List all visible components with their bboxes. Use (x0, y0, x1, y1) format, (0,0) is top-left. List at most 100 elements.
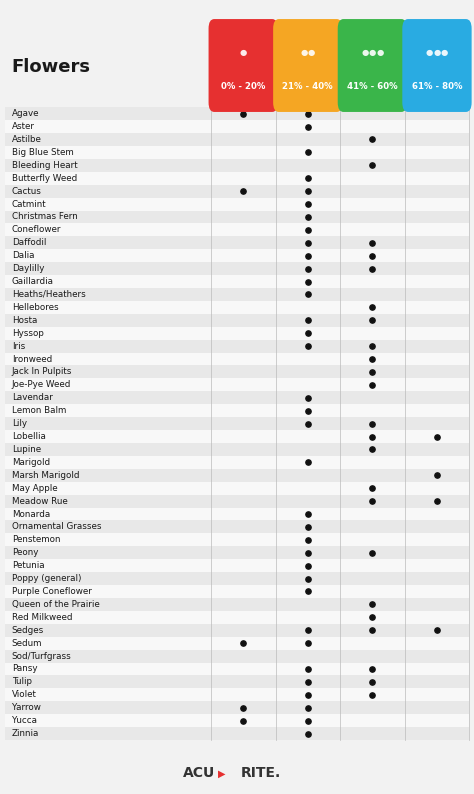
Bar (5, 611, 469, 624)
Text: Meadow Rue: Meadow Rue (12, 496, 68, 506)
Text: Coneflower: Coneflower (12, 225, 61, 234)
Bar (5, 727, 469, 740)
Text: Tulip: Tulip (12, 677, 32, 686)
Bar (5, 327, 469, 340)
Bar (5, 301, 469, 314)
Bar (5, 288, 469, 301)
Bar (5, 237, 469, 249)
Text: Christmas Fern: Christmas Fern (12, 213, 78, 222)
Bar (5, 353, 469, 365)
Bar (5, 223, 469, 237)
Text: Sod/Turfgrass: Sod/Turfgrass (12, 652, 72, 661)
Text: ●: ● (426, 48, 433, 56)
FancyBboxPatch shape (273, 19, 342, 112)
Text: Bleeding Heart: Bleeding Heart (12, 161, 77, 170)
Bar (5, 534, 469, 546)
Text: ●: ● (441, 48, 448, 56)
Bar (5, 520, 469, 534)
Bar (5, 379, 469, 391)
Bar (5, 133, 469, 146)
Bar (5, 688, 469, 701)
Bar (5, 430, 469, 443)
Bar (5, 598, 469, 611)
Bar (5, 714, 469, 727)
Text: ●: ● (361, 48, 368, 56)
Bar (5, 624, 469, 637)
Bar (5, 314, 469, 327)
Bar (5, 107, 469, 120)
Text: ●: ● (433, 48, 441, 56)
Text: Cactus: Cactus (12, 187, 42, 195)
Text: Lily: Lily (12, 419, 27, 428)
Bar (5, 456, 469, 468)
Bar (5, 417, 469, 430)
Bar (5, 120, 469, 133)
Text: Astilbe: Astilbe (12, 135, 42, 144)
Text: May Apple: May Apple (12, 484, 57, 492)
Text: 61% - 80%: 61% - 80% (412, 82, 462, 91)
Text: Sedges: Sedges (12, 626, 44, 634)
Text: 0% - 20%: 0% - 20% (221, 82, 265, 91)
Text: Yucca: Yucca (12, 716, 37, 725)
Text: Penstemon: Penstemon (12, 535, 60, 545)
Text: Hosta: Hosta (12, 316, 37, 325)
Bar (5, 249, 469, 262)
Bar (5, 340, 469, 353)
Text: Gaillardia: Gaillardia (12, 277, 54, 286)
Text: Ornamental Grasses: Ornamental Grasses (12, 522, 101, 531)
Bar (5, 146, 469, 159)
Text: ●: ● (369, 48, 376, 56)
Bar (5, 365, 469, 379)
Text: Sedum: Sedum (12, 638, 42, 648)
Bar (5, 676, 469, 688)
Text: Flowers: Flowers (12, 58, 91, 76)
Text: Joe-Pye Weed: Joe-Pye Weed (12, 380, 71, 389)
Bar (5, 468, 469, 482)
Text: ▶: ▶ (218, 769, 226, 778)
Text: ●: ● (239, 48, 247, 56)
Text: Heaths/Heathers: Heaths/Heathers (12, 290, 86, 299)
Bar (5, 404, 469, 417)
Text: ●: ● (376, 48, 383, 56)
Bar (5, 172, 469, 185)
Bar (5, 495, 469, 507)
Bar (5, 559, 469, 572)
Bar (5, 275, 469, 288)
Bar (5, 701, 469, 714)
FancyBboxPatch shape (402, 19, 472, 112)
Text: Marigold: Marigold (12, 458, 50, 467)
Bar (5, 210, 469, 223)
Text: Hellebores: Hellebores (12, 303, 58, 312)
Text: ACU: ACU (183, 766, 216, 781)
Bar (5, 649, 469, 662)
Bar (5, 662, 469, 676)
Text: Lupine: Lupine (12, 445, 41, 454)
Text: Big Blue Stem: Big Blue Stem (12, 148, 73, 157)
Text: Marsh Marigold: Marsh Marigold (12, 471, 79, 480)
Text: Dalia: Dalia (12, 251, 34, 260)
Text: Catmint: Catmint (12, 199, 46, 209)
Bar (5, 198, 469, 210)
Text: Ironweed: Ironweed (12, 355, 52, 364)
Text: Jack In Pulpits: Jack In Pulpits (12, 368, 72, 376)
Text: 21% - 40%: 21% - 40% (283, 82, 333, 91)
Bar (5, 546, 469, 559)
Text: Zinnia: Zinnia (12, 729, 39, 738)
FancyBboxPatch shape (337, 19, 407, 112)
Text: Iris: Iris (12, 341, 25, 351)
Bar (5, 482, 469, 495)
Bar (5, 507, 469, 520)
FancyBboxPatch shape (209, 19, 278, 112)
Text: RITE.: RITE. (241, 766, 281, 781)
Text: Purple Coneflower: Purple Coneflower (12, 587, 92, 596)
Text: Queen of the Prairie: Queen of the Prairie (12, 600, 100, 609)
Text: 41% - 60%: 41% - 60% (347, 82, 398, 91)
Text: ●: ● (301, 48, 308, 56)
Text: Aster: Aster (12, 122, 35, 131)
Text: Monarda: Monarda (12, 510, 50, 518)
Text: Red Milkweed: Red Milkweed (12, 613, 73, 622)
Text: Daylilly: Daylilly (12, 264, 44, 273)
Bar (5, 159, 469, 172)
Text: Hyssop: Hyssop (12, 329, 44, 337)
Text: Peony: Peony (12, 548, 38, 557)
